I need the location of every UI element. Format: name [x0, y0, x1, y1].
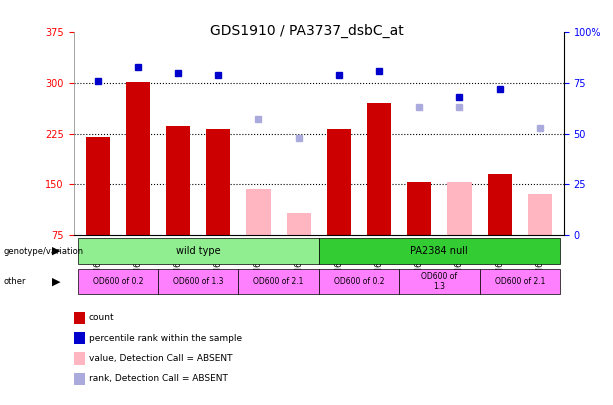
Bar: [78, 269, 158, 294]
Text: ▶: ▶: [52, 277, 61, 286]
Bar: [447, 182, 471, 235]
Text: rank, Detection Call = ABSENT: rank, Detection Call = ABSENT: [89, 374, 228, 383]
Text: OD600 of 2.1: OD600 of 2.1: [253, 277, 304, 286]
Text: OD600 of 1.3: OD600 of 1.3: [173, 277, 223, 286]
FancyBboxPatch shape: [78, 238, 319, 264]
Text: count: count: [89, 313, 115, 322]
Bar: [327, 129, 351, 235]
Bar: [367, 103, 391, 235]
Text: percentile rank within the sample: percentile rank within the sample: [89, 334, 242, 343]
Bar: [238, 269, 319, 294]
Bar: [487, 174, 512, 235]
Text: value, Detection Call = ABSENT: value, Detection Call = ABSENT: [89, 354, 232, 363]
Text: genotype/variation: genotype/variation: [3, 247, 83, 256]
Bar: [158, 269, 238, 294]
Bar: [287, 213, 311, 235]
Text: OD600 of
1.3: OD600 of 1.3: [421, 272, 457, 291]
Bar: [246, 189, 270, 235]
Text: ▶: ▶: [52, 246, 61, 256]
FancyBboxPatch shape: [319, 238, 560, 264]
Text: other: other: [3, 277, 26, 286]
Text: PA2384 null: PA2384 null: [411, 246, 468, 256]
Bar: [399, 269, 479, 294]
Bar: [126, 82, 150, 235]
Text: GDS1910 / PA3737_dsbC_at: GDS1910 / PA3737_dsbC_at: [210, 24, 403, 38]
Bar: [528, 194, 552, 235]
Text: OD600 of 0.2: OD600 of 0.2: [93, 277, 143, 286]
Bar: [479, 269, 560, 294]
Bar: [166, 126, 190, 235]
Text: OD600 of 0.2: OD600 of 0.2: [333, 277, 384, 286]
Bar: [319, 269, 399, 294]
Bar: [407, 182, 432, 235]
Text: wild type: wild type: [176, 246, 221, 256]
Bar: [206, 129, 230, 235]
Text: OD600 of 2.1: OD600 of 2.1: [495, 277, 545, 286]
Bar: [86, 137, 110, 235]
